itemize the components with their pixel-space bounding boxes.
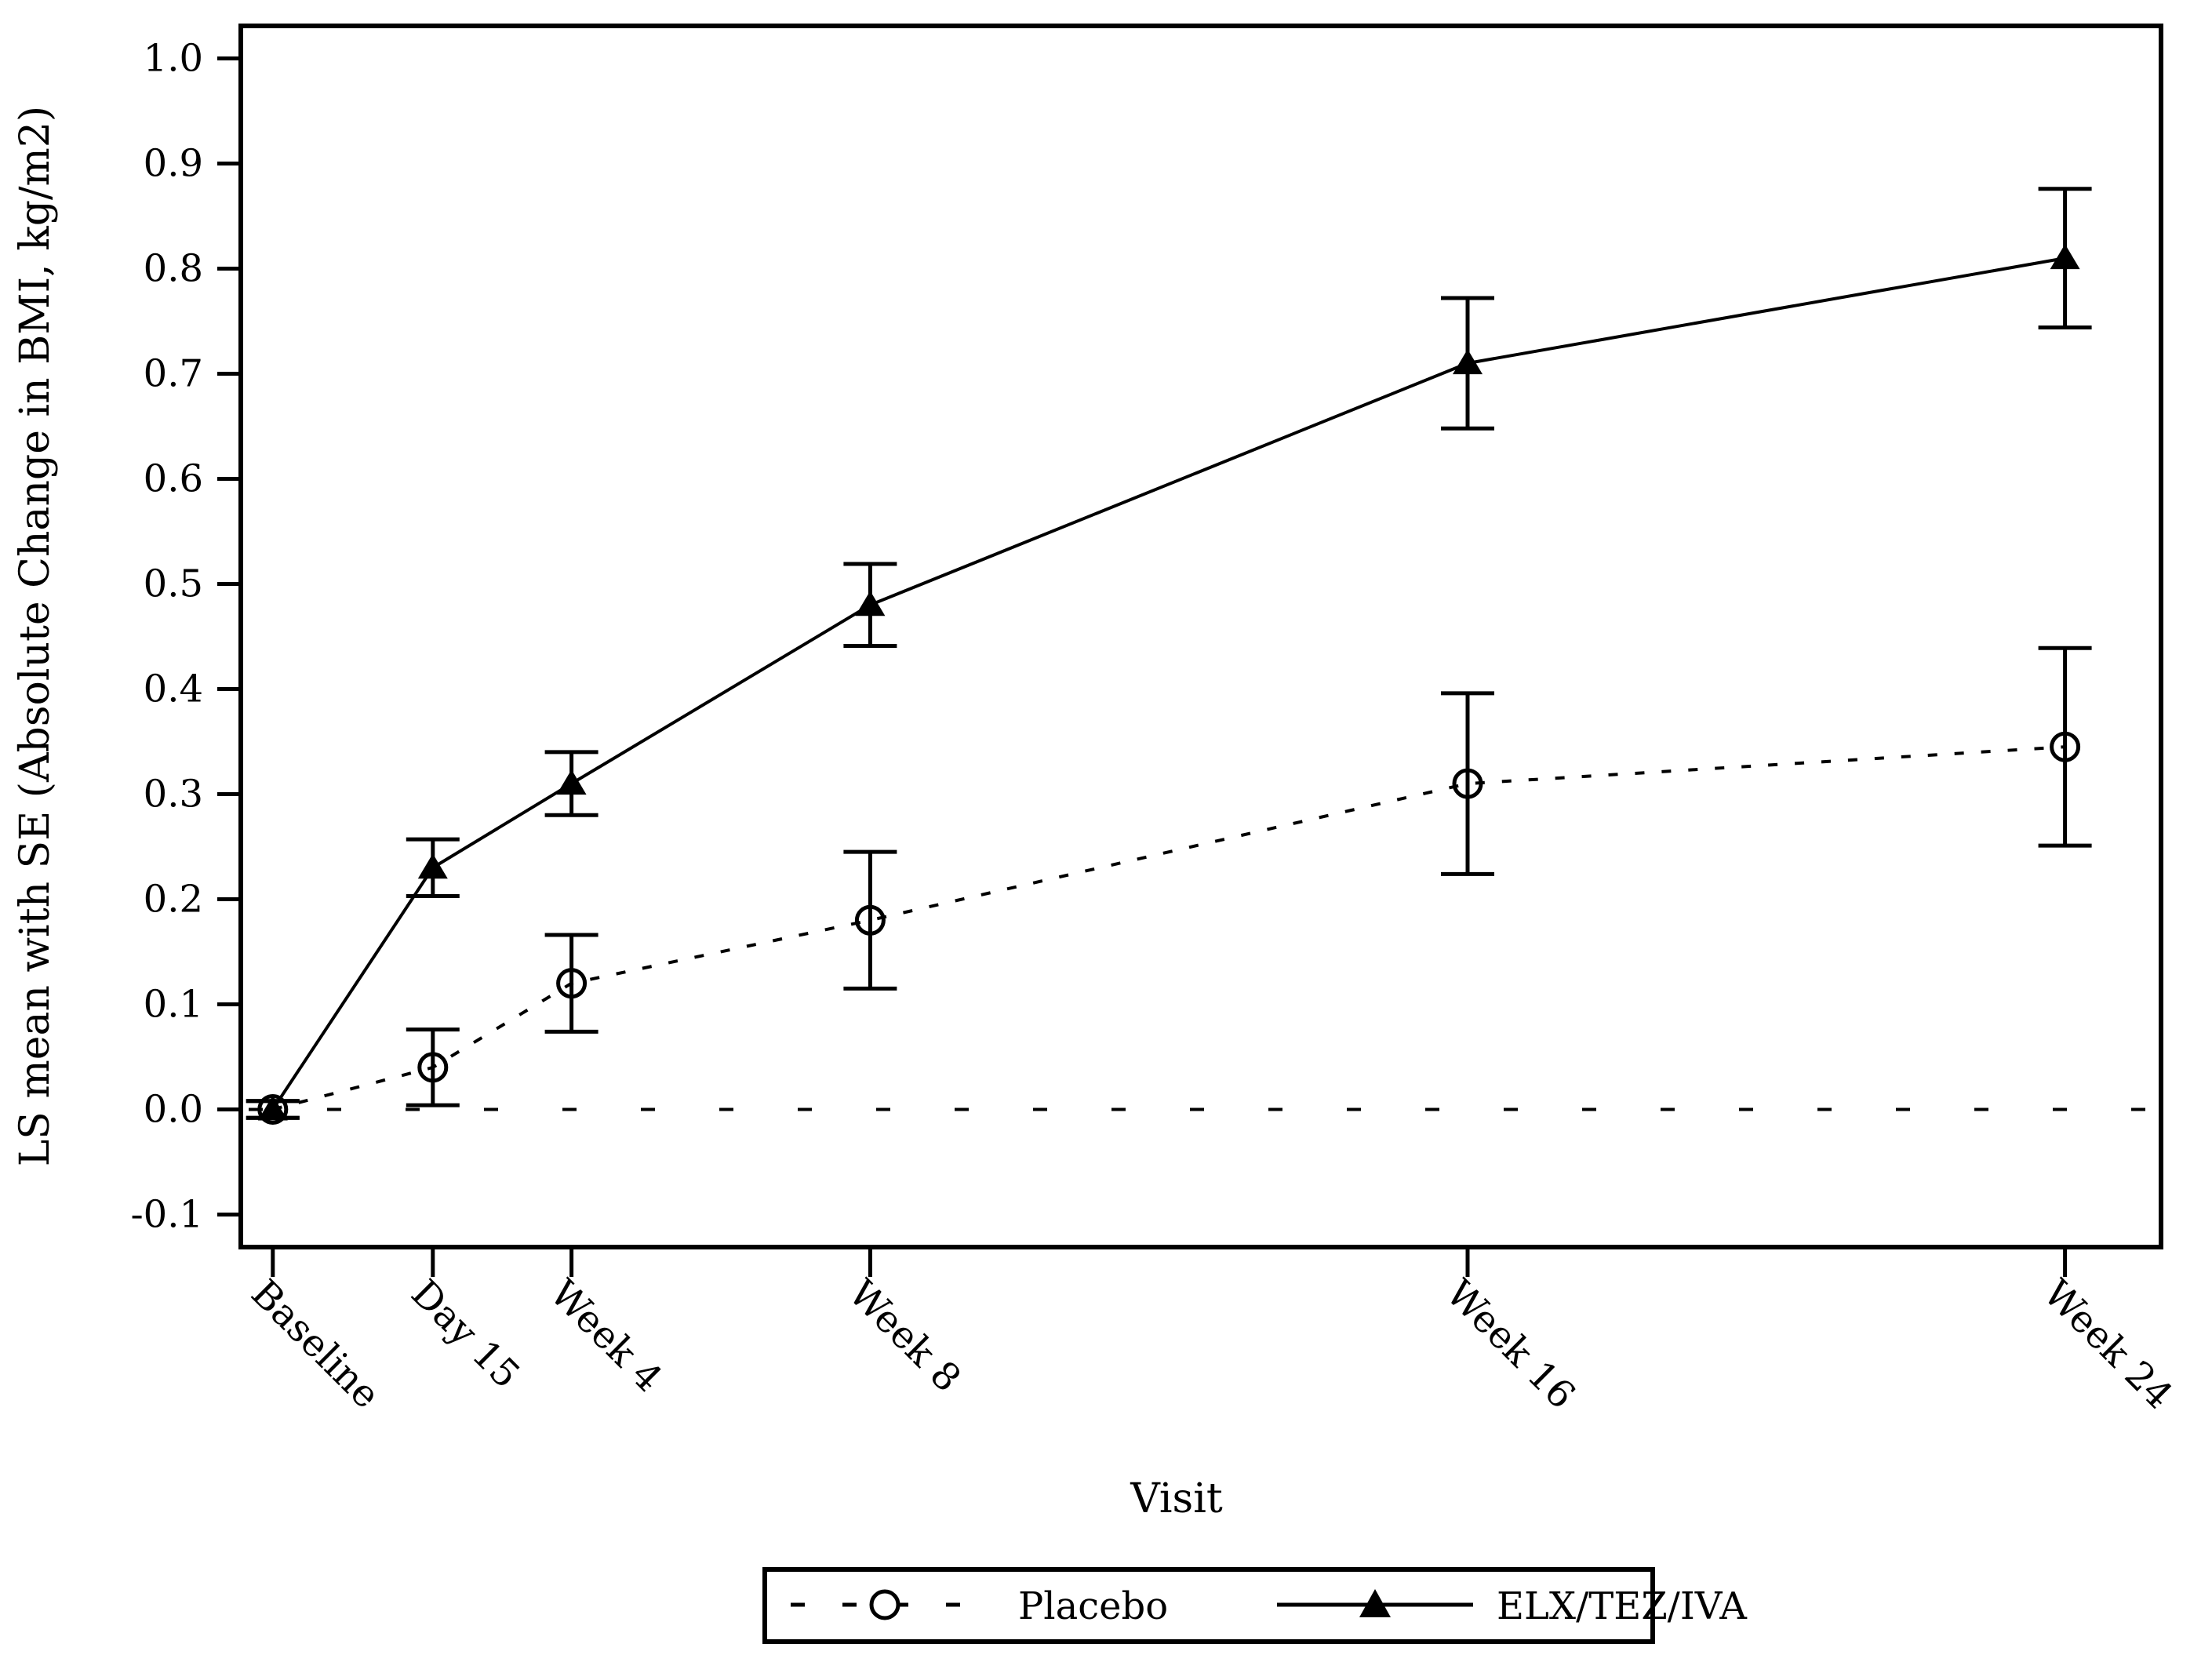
y-tick-label: 0.4 [144, 667, 203, 711]
marker-filled-triangle [2050, 244, 2080, 270]
marker-filled-triangle [1453, 349, 1483, 375]
y-tick-label: 0.6 [144, 457, 203, 501]
marker-filled-triangle [855, 591, 886, 616]
y-tick-label: 0.2 [144, 877, 203, 921]
legend-box [762, 1567, 1655, 1644]
marker-filled-triangle [556, 769, 587, 795]
y-tick-label: 0.1 [144, 982, 203, 1026]
legend-label-elx-tez-iva: ELX/TEZ/IVA [1497, 1584, 1748, 1628]
legend-glyphs [791, 1589, 1473, 1620]
y-axis-title: LS mean with SE (Absolute Change in BMI,… [12, 106, 59, 1166]
x-tick-label: Week 16 [1438, 1271, 1584, 1417]
legend-sample-marker-placebo [869, 1589, 900, 1620]
y-tick-label: 0.3 [144, 772, 203, 816]
series-line-elx-tez-iva [271, 256, 2065, 1111]
plot-frame [238, 24, 2163, 1249]
x-tick-label: Week 24 [2035, 1271, 2181, 1417]
y-tick-label: 0.8 [144, 247, 203, 291]
series-line-placebo [272, 745, 2065, 1111]
legend-label-placebo: Placebo [1018, 1584, 1168, 1628]
y-tick-label: 0.9 [144, 142, 203, 186]
marker-open-circle [1452, 768, 1483, 799]
x-tick-label: Day 15 [402, 1271, 528, 1397]
marker-open-circle [854, 904, 886, 936]
y-tick-label: 1.0 [144, 37, 203, 81]
marker-filled-triangle [417, 853, 448, 879]
marker-filled-triangle [257, 1095, 288, 1121]
legend-sample-marker-elx-tez-iva [1359, 1589, 1391, 1617]
axes-layer: 1.0 0.9 0.8 0.7 0.6 0.5 0.4 0.3 0.2 0.1 0.0 -0.1 Bas… [130, 24, 2181, 1417]
x-tick-label: Week 4 [541, 1271, 671, 1401]
marker-open-circle [556, 968, 588, 999]
y-tick-label: 0.7 [144, 352, 203, 396]
y-tick-label: 0.5 [144, 562, 203, 606]
legend: Placebo ELX/TEZ/IVA [762, 1567, 1748, 1644]
series-layer [246, 187, 2092, 1125]
marker-open-circle [417, 1052, 449, 1083]
x-tick-label: Week 8 [840, 1271, 970, 1401]
x-axis-title: Visit [1130, 1475, 1223, 1522]
y-tick-label: 0.0 [144, 1087, 203, 1131]
y-tick-label: -0.1 [130, 1192, 203, 1236]
marker-open-circle [2050, 731, 2081, 762]
x-tick-label: Baseline [242, 1271, 388, 1417]
